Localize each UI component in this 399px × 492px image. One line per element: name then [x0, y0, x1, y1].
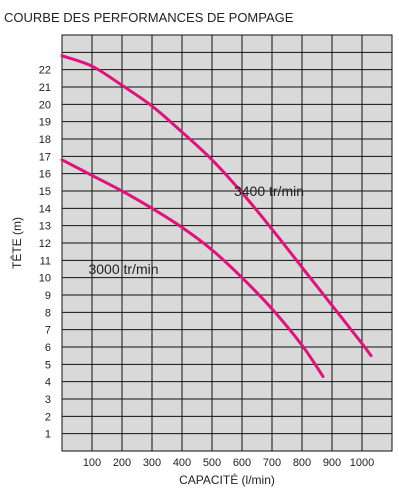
y-tick-label: 12	[39, 238, 51, 250]
x-tick-label: 200	[113, 457, 131, 469]
series-lines	[60, 54, 373, 378]
x-tick-label: 100	[83, 457, 101, 469]
y-tick-label: 2	[45, 411, 51, 423]
y-tick-label: 10	[39, 273, 51, 285]
series-line-3400	[60, 54, 373, 358]
series-line-3000	[60, 158, 325, 378]
y-tick-label: 15	[39, 186, 51, 198]
y-tick-label: 7	[45, 325, 51, 337]
x-tick-labels: 100 200 300 400 500 600 700 800 900 1000	[83, 457, 374, 469]
y-tick-label: 20	[39, 99, 51, 111]
x-tick-label: 800	[293, 457, 311, 469]
series-label-3000: 3000 tr/min	[88, 261, 158, 277]
y-tick-label: 9	[45, 290, 51, 302]
grid-lines	[62, 35, 392, 451]
y-tick-label: 3	[45, 394, 51, 406]
y-tick-label: 13	[39, 221, 51, 233]
y-tick-label: 21	[39, 82, 51, 94]
x-tick-label: 300	[143, 457, 161, 469]
x-tick-label: 900	[323, 457, 341, 469]
y-tick-label: 14	[39, 203, 51, 215]
y-tick-label: 19	[39, 117, 51, 129]
x-tick-label: 400	[173, 457, 191, 469]
y-tick-label: 22	[39, 65, 51, 77]
y-tick-label: 11	[40, 255, 51, 267]
series-label-3400: 3400 tr/min	[234, 183, 304, 199]
y-tick-label: 1	[45, 429, 51, 441]
y-tick-label: 5	[45, 359, 51, 371]
y-axis-label: TÊTE (m)	[9, 217, 24, 269]
y-tick-label: 8	[45, 307, 51, 319]
x-axis-label: CAPACITÉ (l/min)	[179, 472, 275, 487]
x-tick-label: 700	[263, 457, 281, 469]
chart-title: COURBE DES PERFORMANCES DE POMPAGE	[4, 10, 294, 25]
y-tick-label: 16	[39, 169, 51, 181]
series-labels: 3400 tr/min 3000 tr/min	[88, 183, 304, 277]
y-tick-label: 17	[39, 151, 51, 163]
y-tick-label: 18	[39, 134, 51, 146]
y-tick-label: 6	[45, 342, 51, 354]
x-tick-label: 600	[233, 457, 251, 469]
x-tick-label: 1000	[350, 457, 374, 469]
y-tick-label: 4	[45, 377, 51, 389]
x-tick-label: 500	[203, 457, 221, 469]
